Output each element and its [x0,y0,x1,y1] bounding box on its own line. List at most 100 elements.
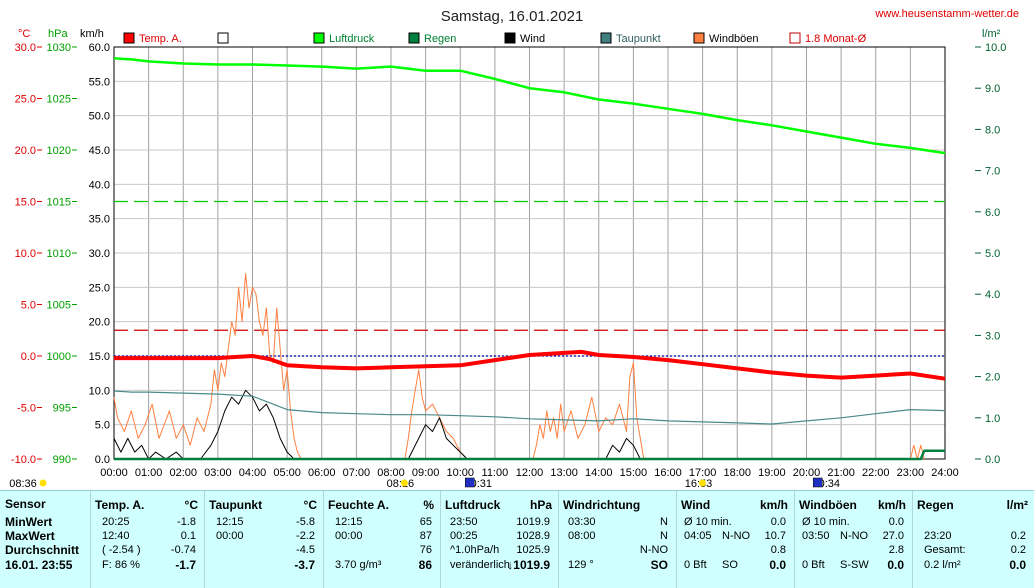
stats-cell: 03:50 [802,530,830,542]
stats-cell-value: SO [650,558,668,572]
pressure-tick-label: 1020 [47,145,71,157]
stats-column-wind: Wind km/h Ø 10 min. 0.0 04:05 N-NO 10.7 0.8 0 Bf… [676,491,795,588]
stats-cell-value: 1019.9 [516,516,550,528]
sun-icon [39,479,47,487]
stats-cell-value: 87 [419,530,432,542]
x-tick-label: 02:00 [169,467,197,479]
stats-unit-press: hPa [529,498,552,512]
x-tick-label: 08:00 [377,467,405,479]
stats-cell-value: -3.7 [294,558,315,572]
temp-tick-label: 5.0 [21,300,36,312]
stats-cell-value: -1.8 [177,516,196,528]
stats-column-dew: Taupunkt °C 12:15 -5.8 00:00 -2.2 -4.5 -3.7 [204,491,324,588]
x-tick-label: 19:00 [758,467,786,479]
rain-tick-label: 1.0 [985,413,1000,425]
site-url: www.heusenstamm-wetter.de [874,8,1019,20]
temp-tick-label: 15.0 [15,197,36,209]
temp-tick-label: 25.0 [15,94,36,106]
series-line-temp-a- [114,349,946,381]
legend-swatch [217,32,229,44]
rain-tick-label: 10.0 [985,42,1006,54]
stats-unit-hum: % [423,498,434,512]
stats-header-rain: Regen [917,498,954,512]
stats-column-gust: Windböen km/h Ø 10 min. 0.0 03:50 N-NO 27.0 2.8… [794,491,913,588]
stats-labels-column: Sensor MinWert MaxWert Durchschnitt 16.01. 2… [0,491,91,588]
rain-tick-label: 4.0 [985,289,1000,301]
temp-tick-label: -10.0 [11,454,36,466]
stats-unit-wind: km/h [759,498,788,512]
legend-swatch [313,32,325,44]
stats-header-dir: Windrichtung [563,498,641,512]
stats-row-label: MinWert [5,515,53,529]
stats-cell: F: 86 % [102,559,140,571]
stats-cell-value: 0.0 [887,558,904,572]
stats-cell-value: 0.2 [1010,544,1026,556]
stats-cell-dir: SO [722,559,738,571]
stats-cell: 12:40 [102,530,130,542]
legend-swatch [408,32,420,44]
series-line-regen [114,449,945,461]
rain-tick-label: 3.0 [985,330,1000,342]
stats-column-temp: Temp. A. °C 20:25 -1.8 12:40 0.1 ( -2.54 ) -0.7… [90,491,205,588]
x-tick-label: 04:00 [239,467,267,479]
stats-cell-value: 0.0 [769,558,786,572]
x-tick-label: 21:00 [827,467,855,479]
wind-tick-label: 0.0 [95,454,110,466]
stats-cell-value: 86 [418,558,432,572]
stats-cell-value: 1028.9 [516,530,550,542]
pressure-tick-label: 995 [53,403,71,415]
legend-swatch [504,32,516,44]
chart-title: Samstag, 16.01.2021 [441,8,584,25]
stats-cell: Ø 10 min. [684,516,732,528]
chart-axes: 00:00 01:00 02:00 03:00 04:00 05:00 06:00 07:00… [11,42,1007,479]
pressure-tick-label: 1030 [47,42,71,54]
stats-cell: 0.2 l/m² [924,559,961,571]
stats-cell: ^1.0hPa/h [450,544,500,556]
stats-cell-value: 0.1 [180,530,196,542]
x-tick-label: 23:00 [897,467,925,479]
stats-cell: 12:15 [216,516,244,528]
stats-cell-value: -0.74 [170,544,196,556]
wind-tick-label: 30.0 [89,248,110,260]
x-tick-label: 10:00 [446,467,474,479]
rain-tick-label: 7.0 [985,166,1000,178]
pressure-unit-label: hPa [48,28,68,40]
temp-tick-label: 10.0 [15,248,36,260]
stats-row-label: MaxWert [5,529,55,543]
event-label: 08:36 [9,478,37,490]
stats-cell-value: 65 [419,516,432,528]
series-line-windb-en [113,273,925,460]
rain-tick-label: 2.0 [985,372,1000,384]
stats-unit-gust: km/h [877,498,906,512]
stats-header-dew: Taupunkt [209,498,263,512]
wind-tick-label: 15.0 [89,351,110,363]
legend-label: Taupunkt [616,33,661,45]
x-tick-label: 06:00 [308,467,336,479]
stats-cell: 23:20 [924,530,952,542]
x-tick-label: 13:00 [550,467,578,479]
x-tick-label: 15:00 [620,467,648,479]
legend-swatch [789,32,801,44]
moon-icon [465,477,475,488]
stats-cell-value: ↓1019.9 [507,558,550,572]
rain-tick-label: 8.0 [985,124,1000,136]
stats-cell-value: 1025.9 [516,544,550,556]
legend-label: Temp. A. [139,33,182,45]
stats-unit-rain: l/m² [1006,498,1028,512]
sun-icon [400,479,408,487]
stats-cell-value: -4.5 [296,544,315,556]
stats-cell: 0 Bft [684,559,707,571]
stats-cell-value: N-NO [639,544,668,556]
x-tick-label: 18:00 [723,467,751,479]
series-line-wind [113,389,641,460]
temp-tick-label: 20.0 [15,145,36,157]
temp-tick-label: 0.0 [21,351,36,363]
stats-column-hum: Feuchte A.% 12:15 65 00:00 87 76 3.70 g/m³ 86 [323,491,441,588]
stats-header-gust: Windböen [799,498,857,512]
sun-moon-events: 08:36 08:16 10:31 16:53 20:34 [9,477,840,490]
data-series [113,57,946,461]
stats-cell-dir: N-NO [722,530,751,542]
stats-cell-value: 10.7 [764,530,786,542]
pressure-tick-label: 1025 [47,94,71,106]
x-tick-label: 12:00 [516,467,544,479]
